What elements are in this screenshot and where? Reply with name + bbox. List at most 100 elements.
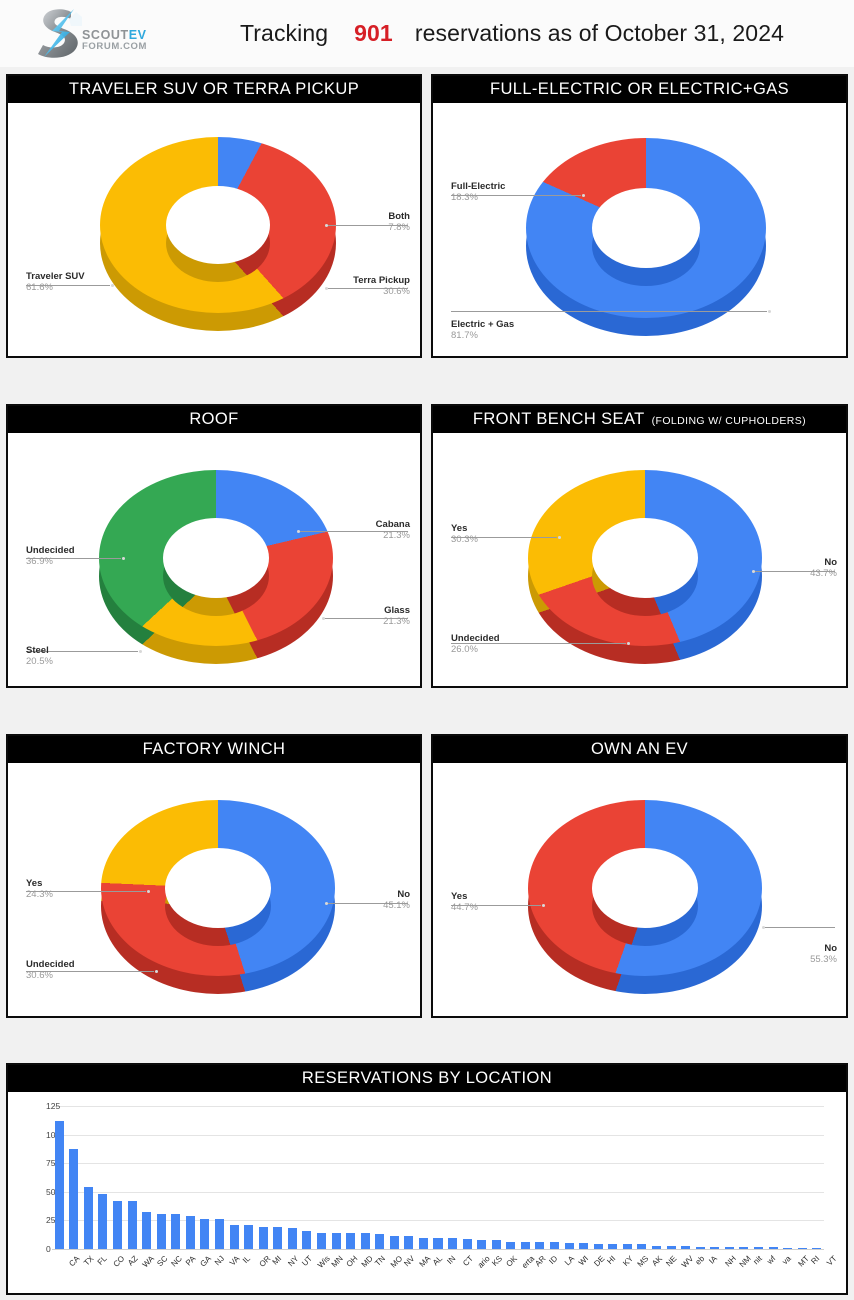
factory-winch-leader-line bbox=[26, 891, 146, 892]
bar-IA[interactable] bbox=[695, 1246, 705, 1249]
bar-UT[interactable] bbox=[287, 1228, 297, 1249]
bar-VT[interactable] bbox=[812, 1247, 822, 1249]
bar-VA[interactable] bbox=[214, 1219, 224, 1249]
tracking-tail: reservations as of October 31, 2024 bbox=[414, 20, 784, 46]
bar-IN[interactable] bbox=[433, 1237, 443, 1249]
bar-wf[interactable] bbox=[753, 1246, 763, 1249]
bar-eb[interactable] bbox=[681, 1245, 691, 1249]
bar-MT[interactable] bbox=[783, 1247, 793, 1249]
x-axis-tick-label: MA bbox=[417, 1254, 433, 1269]
bar-TN[interactable] bbox=[360, 1232, 370, 1249]
bar-WA[interactable] bbox=[127, 1200, 137, 1249]
bar-NV[interactable] bbox=[389, 1236, 399, 1249]
x-axis-tick-label: NH bbox=[723, 1254, 738, 1269]
bar-NJ[interactable] bbox=[200, 1219, 210, 1249]
bar-NY[interactable] bbox=[273, 1227, 283, 1249]
slice-percent: 21.3% bbox=[383, 530, 410, 542]
bar-MN[interactable] bbox=[316, 1232, 326, 1249]
x-axis-tick-label: HI bbox=[605, 1254, 618, 1267]
bar-OH[interactable] bbox=[331, 1232, 341, 1249]
bar-NM[interactable] bbox=[724, 1246, 734, 1249]
slice-name: Undecided bbox=[26, 545, 75, 556]
x-axis-tick-label: DE bbox=[591, 1254, 607, 1269]
bar-DE[interactable] bbox=[579, 1243, 589, 1249]
roof-leader-dot bbox=[139, 650, 142, 653]
y-gridline bbox=[52, 1106, 824, 1107]
x-axis-tick-label: MD bbox=[359, 1254, 375, 1270]
bar-NC[interactable] bbox=[156, 1213, 166, 1249]
slice-percent: 61.6% bbox=[26, 282, 53, 294]
full-electric-or-electric-gas-leader-line bbox=[451, 195, 581, 196]
bar-FL[interactable] bbox=[83, 1187, 93, 1249]
x-axis-tick-label: CT bbox=[460, 1254, 475, 1268]
bar-OR[interactable] bbox=[244, 1224, 254, 1249]
bar-CA[interactable] bbox=[54, 1120, 64, 1249]
slice-percent: 24.3% bbox=[26, 889, 53, 901]
traveler-suv-or-terra-pickup-title: TRAVELER SUV OR TERRA PICKUP bbox=[68, 80, 360, 98]
front-bench-seat-leader-dot bbox=[752, 570, 755, 573]
bar-TX[interactable] bbox=[69, 1149, 79, 1249]
own-an-ev-donut-hole bbox=[592, 848, 698, 928]
bar-GA[interactable] bbox=[185, 1215, 195, 1249]
slice-percent: 81.7% bbox=[451, 330, 478, 342]
bar-AL[interactable] bbox=[418, 1237, 428, 1249]
bar-SC[interactable] bbox=[142, 1212, 152, 1249]
front-bench-seat-slice-label: Yes 30.3% bbox=[451, 523, 478, 545]
bar-KS[interactable] bbox=[477, 1239, 487, 1249]
reservation-count: 901 bbox=[354, 20, 393, 46]
tracking-headline: Tracking 901 reservations as of October … bbox=[240, 0, 784, 67]
bar-NE[interactable] bbox=[651, 1245, 661, 1249]
x-axis-tick-label: OK bbox=[504, 1254, 520, 1269]
bar-HI[interactable] bbox=[593, 1244, 603, 1249]
bar-AK[interactable] bbox=[637, 1244, 647, 1249]
x-axis-tick-label: WA bbox=[140, 1254, 157, 1270]
full-electric-or-electric-gas-leader-dot bbox=[768, 310, 771, 313]
bar-AR[interactable] bbox=[520, 1242, 530, 1249]
bar-RI[interactable] bbox=[797, 1247, 807, 1249]
front-bench-seat-donut-hole bbox=[592, 518, 698, 598]
slice-name: Full-Electric bbox=[451, 181, 506, 192]
tracking-label: Tracking bbox=[240, 20, 329, 46]
bar-erta[interactable] bbox=[506, 1242, 516, 1249]
factory-winch-header: FACTORY WINCH bbox=[8, 736, 420, 763]
bar-AZ[interactable] bbox=[113, 1200, 123, 1249]
bar-nit[interactable] bbox=[739, 1246, 749, 1249]
full-electric-or-electric-gas-title: FULL-ELECTRIC OR ELECTRIC+GAS bbox=[489, 80, 790, 98]
slice-name: Undecided bbox=[26, 959, 75, 970]
bar-OK[interactable] bbox=[491, 1239, 501, 1249]
site-logo[interactable]: SCOUTEV FORUM.COM bbox=[30, 3, 160, 63]
bar-va[interactable] bbox=[768, 1246, 778, 1249]
bar-MA[interactable] bbox=[404, 1236, 414, 1249]
x-axis-tick-label: IL bbox=[241, 1254, 253, 1266]
traveler-suv-or-terra-pickup-leader-dot bbox=[325, 287, 328, 290]
slice-percent: 20.5% bbox=[26, 656, 53, 668]
slice-name: Glass bbox=[384, 605, 410, 616]
bar-CO[interactable] bbox=[98, 1194, 108, 1249]
bar-ario[interactable] bbox=[462, 1238, 472, 1249]
bar-IL[interactable] bbox=[229, 1224, 239, 1249]
bar-CT[interactable] bbox=[448, 1237, 458, 1249]
bar-KY[interactable] bbox=[608, 1244, 618, 1249]
bar-WV[interactable] bbox=[666, 1245, 676, 1249]
bar-Wis[interactable] bbox=[302, 1230, 312, 1249]
bar-MS[interactable] bbox=[622, 1244, 632, 1249]
full-electric-or-electric-gas-card: FULL-ELECTRIC OR ELECTRIC+GAS Electric + … bbox=[431, 74, 848, 358]
bar-ID[interactable] bbox=[535, 1242, 545, 1249]
x-axis-tick-label: MI bbox=[270, 1254, 284, 1267]
slice-name: Undecided bbox=[451, 633, 500, 644]
bar-NH[interactable] bbox=[710, 1246, 720, 1249]
x-axis-tick-label: KS bbox=[489, 1254, 504, 1268]
bar-MI[interactable] bbox=[258, 1227, 268, 1249]
x-axis-tick-label: ID bbox=[547, 1254, 560, 1267]
x-axis-tick-label: TN bbox=[373, 1254, 388, 1268]
reservations-by-location-plot: 0 25 50 75 100 125 CA TX FL CO AZ WA SC NC PA GA NJ VA IL O… bbox=[8, 1092, 846, 1293]
bar-PA[interactable] bbox=[171, 1213, 181, 1249]
slice-percent: 21.3% bbox=[383, 616, 410, 628]
bar-MD[interactable] bbox=[346, 1232, 356, 1249]
x-axis-tick-label: VT bbox=[824, 1254, 839, 1268]
bar-WI[interactable] bbox=[564, 1243, 574, 1249]
front-bench-seat-subtitle: (FOLDING W/ CUPHOLDERS) bbox=[651, 414, 807, 427]
bar-LA[interactable] bbox=[550, 1242, 560, 1249]
bar-MO[interactable] bbox=[375, 1234, 385, 1249]
